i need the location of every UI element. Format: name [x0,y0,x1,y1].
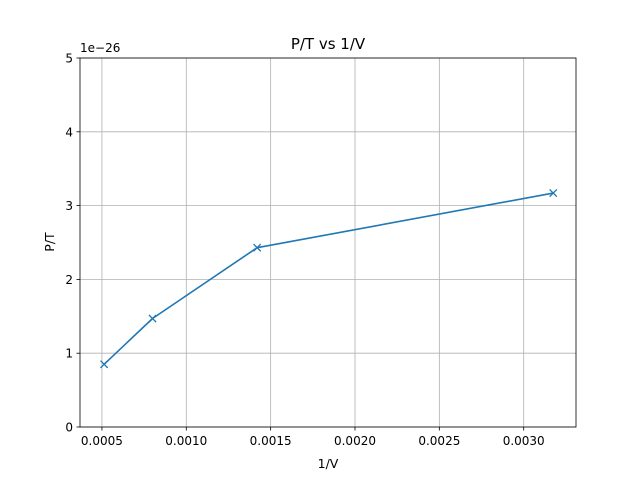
x-tick-label: 0.0015 [250,434,292,448]
y-axis-label: P/T [42,232,57,252]
y-tick-label: 0 [65,421,73,435]
chart-title: P/T vs 1/V [291,35,366,53]
data-point-marker [148,314,157,323]
data-point-marker [549,188,558,198]
data-point-marker [253,243,262,252]
x-axis-label: 1/V [318,456,339,471]
y-tick-label: 1 [65,347,73,361]
series-line [103,192,554,365]
y-tick-label: 4 [65,125,73,139]
data-point-marker [100,360,109,369]
ticks: 0.0005 0.0010 0.0015 0.0020 0.0025 0.0030 0 1 2 3… [65,52,544,449]
y-tick-label: 3 [65,199,73,213]
x-tick-label: 0.0030 [503,434,545,448]
x-tick-label: 0.0010 [165,434,207,448]
series-layer [100,188,558,369]
x-tick-label: 0.0005 [81,434,123,448]
x-tick-label: 0.0025 [418,434,460,448]
y-offset-label: 1e−26 [80,41,120,55]
axes-frame [79,57,577,428]
y-tick-label: 2 [65,273,73,287]
y-tick-label: 5 [65,52,73,66]
x-tick-label: 0.0020 [334,434,376,448]
